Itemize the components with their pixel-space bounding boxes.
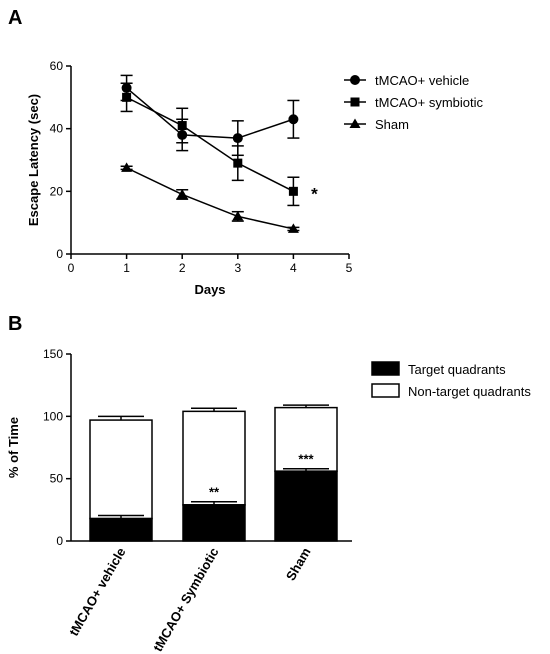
- panel-b-stacked-bar-chart: 0 50 100 150 % of Time tMCAO+ vehicle tMCAO+ S…: [6, 347, 531, 654]
- data-point: [233, 158, 243, 168]
- y-tick-label: 100: [43, 409, 63, 423]
- y-tick-label: 40: [50, 122, 64, 136]
- series-line: [126, 96, 294, 193]
- bar-group-tmcao-symbiotic: [182, 407, 246, 542]
- data-point: [122, 92, 132, 102]
- bar-segment-target: [274, 470, 338, 542]
- data-point: [288, 186, 298, 196]
- data-point: [121, 162, 133, 172]
- bar-group-sham: [274, 404, 338, 542]
- bar-segment-non-target: [274, 406, 338, 472]
- category-label-sham: Sham: [283, 545, 314, 583]
- legend-label: Non-target quadrants: [408, 384, 531, 399]
- bar-group-tmcao-vehicle: [89, 415, 153, 542]
- y-tick-label: 150: [43, 347, 63, 361]
- x-tick-label: 5: [346, 261, 353, 275]
- legend-label: Sham: [375, 117, 409, 132]
- legend-item-sham: Sham: [344, 117, 409, 132]
- legend-item-tmcao-vehicle: tMCAO+ vehicle: [344, 73, 469, 88]
- data-point: [288, 114, 299, 125]
- data-point: [176, 188, 188, 199]
- y-tick-label: 0: [56, 247, 63, 261]
- legend-label: Target quadrants: [408, 362, 506, 377]
- legend-item-tmcao-symbiotic: tMCAO+ symbiotic: [344, 95, 483, 110]
- y-tick-label: 20: [50, 184, 64, 198]
- significance-marker: *: [311, 184, 318, 203]
- legend-swatch: [371, 383, 400, 398]
- category-label-tmcao-symbiotic: tMCAO+ Symbiotic: [150, 545, 222, 654]
- x-tick-label: 2: [179, 261, 186, 275]
- y-axis-title: % of Time: [6, 417, 21, 478]
- significance-marker: ***: [298, 452, 314, 467]
- data-point: [232, 133, 243, 144]
- series-line: [126, 167, 294, 230]
- bar-segment-non-target: [89, 419, 153, 520]
- series-tmcao-symbiotic: [120, 82, 300, 207]
- series-line: [126, 87, 294, 139]
- y-tick-label: 50: [50, 472, 64, 486]
- x-tick-label: 0: [68, 261, 75, 275]
- x-axis-title: Days: [194, 282, 225, 297]
- panel-a-line-chart: 0 20 40 60 0 1 2 3 4 5 Days Escape Latency (sec) * tM…: [26, 59, 483, 297]
- legend-label: tMCAO+ symbiotic: [375, 95, 483, 110]
- series-tmcao-vehicle: [120, 74, 300, 157]
- data-point: [232, 210, 244, 221]
- y-axis-title: Escape Latency (sec): [26, 94, 41, 226]
- legend-item-non-target-quadrants: Non-target quadrants: [371, 383, 531, 399]
- legend-marker: [350, 97, 360, 107]
- legend-label: tMCAO+ vehicle: [375, 73, 469, 88]
- panel-label-b: B: [8, 313, 22, 335]
- category-label-tmcao-vehicle: tMCAO+ vehicle: [66, 545, 129, 639]
- panel-label-a: A: [8, 7, 22, 29]
- bar-segment-target: [89, 517, 153, 542]
- x-tick-label: 3: [234, 261, 241, 275]
- x-tick-label: 1: [123, 261, 130, 275]
- legend-swatch: [371, 361, 400, 376]
- data-point: [177, 121, 187, 131]
- legend-item-target-quadrants: Target quadrants: [371, 361, 506, 377]
- series-sham: [120, 162, 300, 233]
- legend-marker: [349, 118, 361, 128]
- bar-segment-target: [182, 504, 246, 542]
- x-tick-label: 4: [290, 261, 297, 275]
- data-point: [287, 223, 299, 233]
- y-tick-label: 0: [56, 534, 63, 548]
- y-tick-label: 60: [50, 59, 64, 73]
- legend-marker: [350, 75, 360, 85]
- significance-marker: **: [209, 485, 220, 500]
